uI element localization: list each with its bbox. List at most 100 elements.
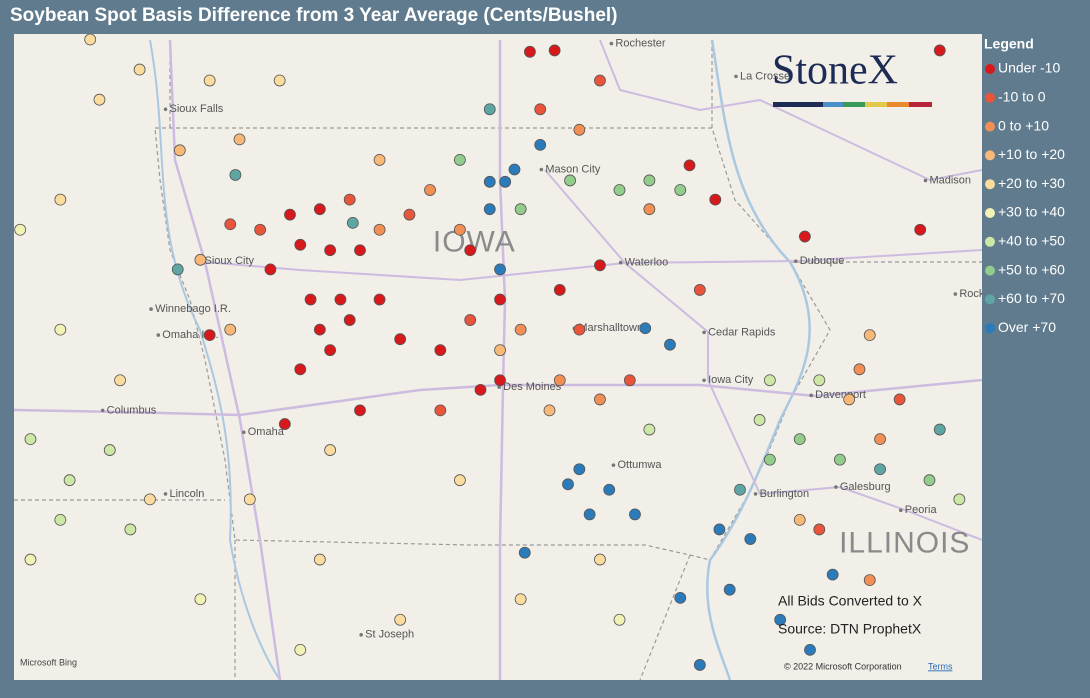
bid-point: [313, 323, 326, 336]
attribution-copyright: © 2022 Microsoft Corporation: [784, 661, 902, 671]
city-label: Rochester: [615, 37, 665, 49]
highway: [599, 39, 982, 182]
bid-point: [833, 453, 846, 466]
bid-point: [629, 508, 641, 521]
bid-point: [494, 263, 506, 276]
bid-point: [639, 322, 652, 335]
bid-point: [514, 203, 527, 216]
legend-label: -10 to 0: [998, 89, 1046, 105]
bid-point: [863, 329, 876, 342]
bid-point: [284, 208, 296, 221]
bid-point: [613, 184, 626, 196]
bid-point: [224, 218, 237, 231]
city-dot: [702, 378, 706, 383]
bid-point: [583, 508, 596, 521]
legend: Under -10 -10 to 0 0 to +10 +10 to +20 +20 t…: [985, 60, 1065, 335]
bid-point: [594, 393, 606, 406]
bid-point: [813, 523, 826, 536]
logo-bar: [773, 102, 932, 107]
bid-point: [324, 444, 337, 456]
city-dot: [539, 167, 544, 172]
terms-link[interactable]: Terms: [928, 661, 953, 671]
bid-point: [553, 374, 566, 387]
bid-point: [573, 463, 586, 476]
bid-point: [804, 643, 816, 656]
bid-point: [674, 591, 687, 604]
bid-point: [643, 174, 656, 187]
city-label: Mason City: [545, 163, 601, 175]
bid-point: [643, 423, 656, 436]
city-label: Peoria: [905, 504, 938, 516]
bid-point: [508, 163, 521, 176]
legend-label: Under -10: [998, 60, 1060, 76]
bid-point: [734, 483, 746, 496]
city-label: Davenport: [815, 389, 866, 401]
city-dot: [702, 330, 706, 335]
bid-point: [194, 253, 207, 266]
bid-point: [453, 154, 466, 166]
bid-point: [853, 363, 866, 376]
legend-swatch: [985, 64, 995, 74]
city-dot: [809, 393, 813, 398]
bid-point: [613, 613, 626, 626]
bid-point: [264, 263, 277, 276]
city-dot: [149, 307, 153, 311]
city-label: Sioux Falls: [169, 103, 223, 115]
bid-point: [713, 523, 726, 536]
city-label: Marshalltown: [578, 322, 643, 334]
bid-point: [933, 423, 946, 436]
bid-point: [874, 463, 886, 476]
city-dot: [163, 492, 168, 496]
bid-point: [483, 203, 496, 216]
bid-point: [594, 553, 606, 566]
legend-label: +60 to +70: [998, 290, 1065, 306]
bid-point: [54, 323, 67, 336]
bid-point: [354, 244, 366, 257]
bid-point: [54, 513, 67, 526]
city-dot: [100, 408, 105, 413]
bid-point: [84, 34, 97, 46]
city-label: Winnebago I.R.: [155, 303, 231, 315]
bid-point: [534, 138, 547, 151]
bid-point: [763, 453, 776, 466]
bid-point: [798, 230, 811, 243]
highway: [498, 40, 507, 680]
bid-point: [514, 593, 527, 606]
city-label: Ottumwa: [617, 459, 662, 471]
bid-point: [623, 374, 636, 387]
city-dot: [898, 508, 903, 513]
city-label: Des Moines: [503, 381, 562, 393]
city-dot: [163, 107, 168, 112]
bid-point: [424, 184, 436, 196]
bid-point: [203, 74, 216, 87]
bid-point: [723, 583, 736, 596]
bid-point: [594, 259, 606, 272]
bid-point: [24, 553, 37, 566]
note: All Bids Converted to X: [778, 593, 923, 609]
bid-point: [664, 338, 676, 351]
bid-point: [933, 44, 946, 57]
highway: [204, 249, 982, 282]
legend-label: 0 to +10: [998, 117, 1049, 133]
city-label: St Joseph: [365, 629, 414, 641]
bid-point: [893, 393, 906, 406]
state-label: ILLINOIS: [839, 526, 970, 559]
legend-label: +20 to +30: [998, 175, 1065, 191]
legend-swatch: [985, 179, 995, 190]
bid-point: [564, 174, 576, 187]
city-dot: [156, 333, 161, 337]
city-label: Burlington: [760, 488, 810, 500]
legend-label: +50 to +60: [998, 261, 1065, 277]
bid-point: [103, 444, 116, 456]
city-label: Cedar Rapids: [708, 326, 776, 338]
city-label: Omaha I.R.: [162, 329, 218, 341]
bid-point: [171, 263, 184, 276]
bid-point: [434, 404, 447, 417]
bid-point: [494, 344, 506, 357]
bid-point: [518, 546, 531, 559]
bid-point: [562, 478, 574, 491]
bid-point: [373, 223, 386, 236]
bid-point: [744, 533, 757, 545]
